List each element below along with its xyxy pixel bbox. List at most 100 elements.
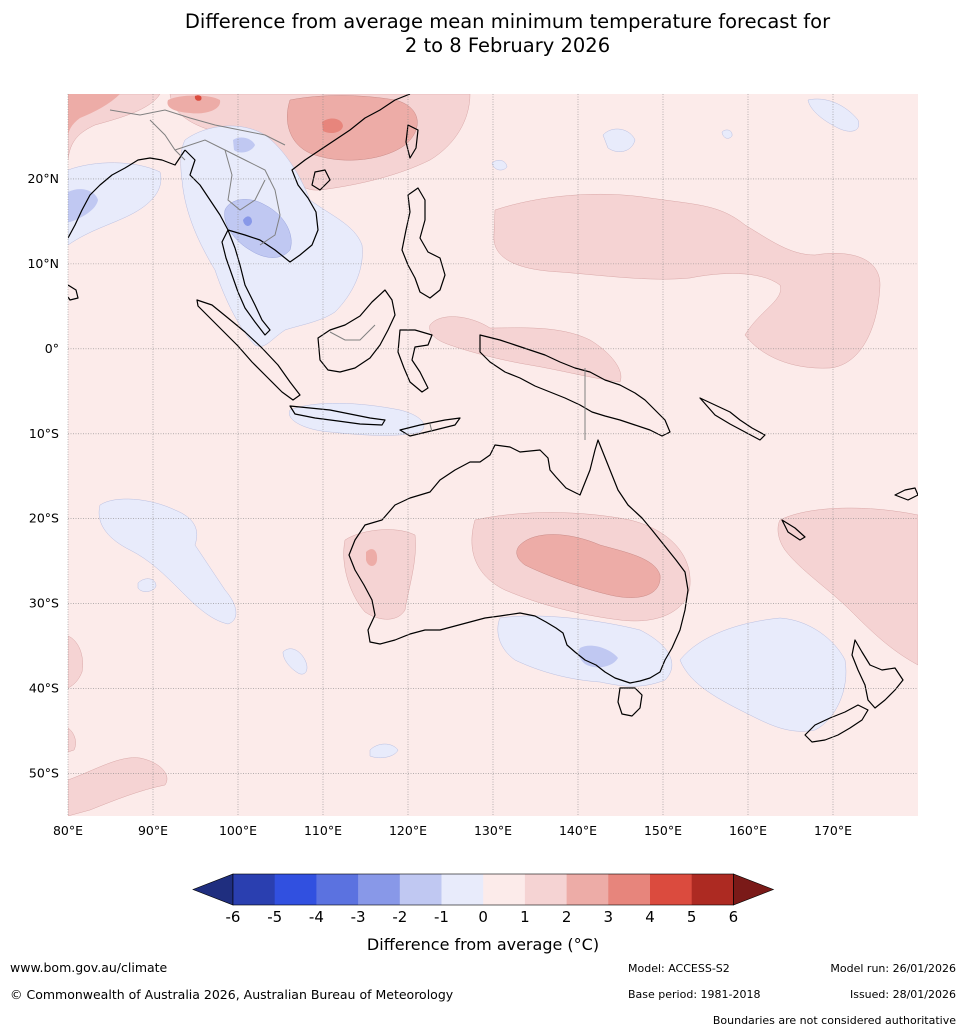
lon-tick-label: 90°E: [138, 823, 168, 838]
coast-sulawesi: [397, 329, 433, 393]
colorbar-tick-label: 6: [729, 908, 739, 926]
colorbar-bin: [316, 874, 359, 905]
lat-tick-label: 50°S: [29, 766, 59, 781]
cool-region-south-china-small: [233, 137, 255, 153]
lat-axis-labels: 20°N 10°N 0° 10°S 20°S 30°S 40°S 50°S: [27, 171, 59, 781]
anomaly-fields: [68, 94, 918, 816]
coast-fiji: [894, 487, 918, 501]
colorbar-extend-high: [733, 873, 775, 906]
colorbar-bin: [441, 874, 484, 905]
cool-region-pacific-small: [602, 128, 636, 152]
map-title: Difference from average mean minimum tem…: [0, 10, 965, 58]
warm-region-tibet-core: [194, 95, 202, 101]
colorbar-frame: [232, 873, 734, 906]
coast-india: [68, 149, 186, 239]
colorbar-bin: [650, 874, 693, 905]
lon-tick-label: 100°E: [219, 823, 257, 838]
lon-axis-labels: 80°E 90°E 100°E 110°E 120°E 130°E 140°E 150°E 16…: [53, 823, 852, 838]
lat-tick-label: 30°S: [29, 596, 59, 611]
colorbar-tick-label: -1: [434, 908, 449, 926]
warm-region-far-south-2: [68, 727, 76, 753]
coast-indochina: [184, 94, 411, 263]
base-period-text: Base period: 1981-2018: [628, 988, 761, 1001]
coast-taiwan: [405, 124, 419, 159]
copyright-text: © Commonwealth of Australia 2026, Austra…: [10, 987, 454, 1002]
colorbar-label: Difference from average (°C): [367, 935, 599, 954]
cool-region-pacific-northeast: [807, 98, 860, 132]
warm-region-tibet: [167, 95, 221, 114]
colorbar-bin: [608, 874, 651, 905]
model-run-text: Model run: 26/01/2026: [830, 962, 956, 975]
colorbar-tick-label: -4: [309, 908, 324, 926]
coast-australia: [348, 439, 689, 684]
cool-region-tasman: [679, 617, 847, 732]
colorbar-tick-label: 2: [562, 908, 572, 926]
warm-region-far-south: [68, 635, 83, 689]
cool-region-indian-ocean: [98, 498, 237, 625]
coast-solomon: [699, 397, 766, 441]
lon-tick-label: 140°E: [559, 823, 597, 838]
colorbar-tick-label: -3: [351, 908, 366, 926]
lon-tick-label: 170°E: [814, 823, 852, 838]
warm-region-india-strong: [68, 94, 120, 138]
cool-region-pacific-small-2: [721, 129, 733, 139]
colorbar-tick-label: 5: [687, 908, 697, 926]
warm-region-pacific-north: [493, 193, 881, 369]
website-text: www.bom.gov.au/climate: [10, 960, 168, 975]
colorbar-bin: [358, 874, 401, 905]
colorbar-bin: [566, 874, 609, 905]
coast-new-zealand-north: [851, 639, 904, 709]
country-borders: [109, 109, 586, 440]
cool-region-thailand-strong: [224, 199, 292, 258]
coast-sumatra: [196, 299, 301, 401]
border-myanmar: [149, 119, 186, 161]
coast-philippines: [401, 187, 446, 299]
lat-tick-label: 10°N: [27, 256, 59, 271]
colorbar-bin: [399, 874, 442, 905]
border-indochina-2: [224, 149, 266, 211]
lat-tick-label: 20°N: [27, 171, 59, 186]
warm-region-tasman: [777, 507, 918, 666]
cool-region-thailand-core: [243, 216, 252, 226]
graticule: [67, 94, 918, 816]
lat-tick-label: 10°S: [29, 426, 59, 441]
lat-tick-label: 40°S: [29, 681, 59, 696]
model-text: Model: ACCESS-S2: [628, 962, 730, 975]
border-timor: [429, 423, 433, 433]
lon-tick-label: 160°E: [729, 823, 767, 838]
lon-tick-label: 110°E: [304, 823, 342, 838]
colorbar-bin: [274, 874, 317, 905]
colorbar-bin: [524, 874, 568, 905]
border-borneo: [329, 324, 376, 341]
coast-new-caledonia: [781, 519, 806, 541]
coast-borneo: [317, 289, 396, 373]
warm-region-new-guinea: [429, 316, 622, 383]
lat-tick-label: 0°: [45, 341, 59, 356]
coast-new-zealand-south: [804, 704, 869, 743]
coast-tasmania: [617, 687, 643, 717]
colorbar-tick-label: -2: [392, 908, 407, 926]
border-china: [109, 109, 286, 146]
colorbar-tick-label: 1: [520, 908, 530, 926]
title-line-1: Difference from average mean minimum tem…: [184, 10, 831, 33]
coast-sri-lanka: [68, 284, 79, 301]
lon-tick-label: 150°E: [644, 823, 682, 838]
colorbar-extend-low: [192, 873, 234, 906]
colorbar: -6 -5 -4 -3 -2 -1 0 1 2 3 4 5 6: [192, 873, 775, 926]
colorbar-tick-label: 3: [604, 908, 614, 926]
lon-tick-label: 80°E: [53, 823, 83, 838]
colorbar-tick-label: -6: [226, 908, 241, 926]
coast-timor: [399, 417, 461, 437]
warm-region-west-australia: [343, 529, 416, 620]
coast-java: [289, 405, 386, 426]
cool-region-southern-ocean-small: [282, 648, 308, 675]
warm-region-australia-strong: [516, 534, 661, 598]
colorbar-bin: [691, 874, 734, 905]
cool-region-southern-ocean-small-2: [369, 743, 399, 758]
cool-region-pacific-small-3: [491, 159, 508, 171]
warm-region-west-australia-strong: [366, 549, 378, 566]
coast-hainan: [311, 169, 331, 191]
colorbar-tick-label: 4: [645, 908, 655, 926]
title-line-2: 2 to 8 February 2026: [404, 34, 611, 57]
disclaimer-text: Boundaries are not considered authoritat…: [712, 1014, 956, 1027]
